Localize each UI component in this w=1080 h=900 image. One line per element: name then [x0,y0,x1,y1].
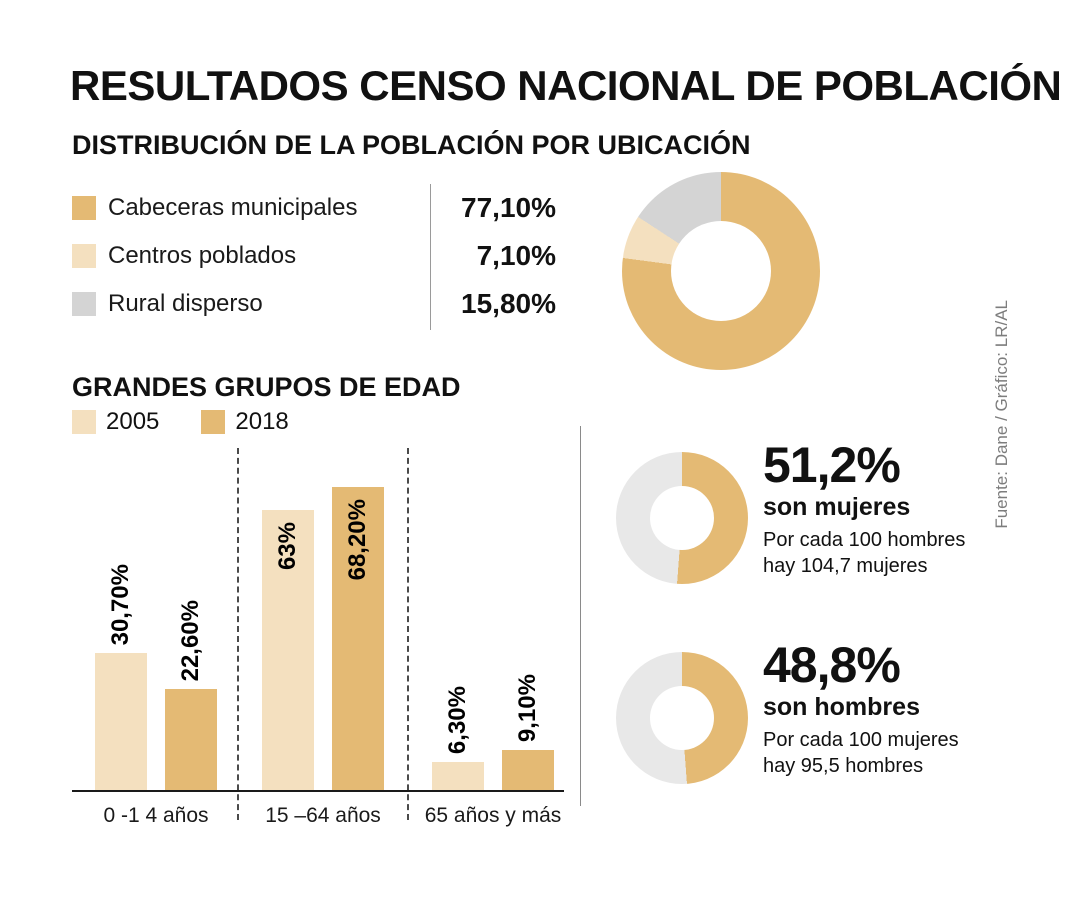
legend-swatch-rural [72,292,96,316]
legend-label: Cabeceras municipales [108,194,358,221]
bar-value-label: 6,30% [444,685,471,754]
hombres-desc-line2: hay 95,5 hombres [763,755,924,777]
legend-value: 77,10% [461,192,556,223]
mujeres-subtitle: son mujeres [763,493,911,521]
location-donut-chart [622,172,820,370]
bar-value-label: 68,20% [344,499,371,581]
bar-value-label: 9,10% [514,673,541,742]
legend-label: Centros poblados [108,242,297,269]
hombres-desc-line1: Por cada 100 mujeres [763,729,959,751]
legend-label: Rural disperso [108,290,263,317]
source-credit: Fuente: Dane / Gráfico: LR/AL [992,300,1011,529]
legend-item-rural: Rural disperso 15,80% [72,280,556,328]
bar-2005: 6,30% [432,686,484,790]
legend-item-cabeceras: Cabeceras municipales 77,10% [72,184,556,232]
legend-item-2018: 2018 [201,408,289,436]
bar-group-2: 63% 68,20% 15 –64 años [262,487,384,827]
bar-2018: 9,10% [502,674,554,790]
legend-swatch-centros [72,244,96,268]
legend-swatch-2005 [72,410,96,434]
legend-value: 7,10% [476,240,556,271]
hombres-percentage: 48,8% [763,637,901,693]
mujeres-text-block: 51,2% son mujeres Por cada 100 hombres h… [763,440,993,579]
section-title-ubicacion: DISTRIBUCIÓN DE LA POBLACIÓN POR UBICACI… [72,130,751,160]
legend-label: 2005 [106,408,160,435]
mujeres-desc-line2: hay 104,7 mujeres [763,555,928,577]
bar-2018: 68,20% [332,487,384,790]
donut-hole [650,686,714,750]
bar-group-3: 6,30% 9,10% 65 años y más [425,674,562,827]
legend-item-centros: Centros poblados 7,10% [72,232,556,280]
hombres-subtitle: son hombres [763,693,920,721]
bar-value-label: 63% [274,522,301,571]
mujeres-donut-chart [616,452,748,584]
mujeres-percentage: 51,2% [763,437,901,493]
donut-hole [671,221,771,321]
age-legend: 2005 2018 [72,408,289,436]
bar-value-label: 30,70% [107,563,134,645]
bar-2018: 22,60% [165,600,217,790]
hombres-description: Por cada 100 mujeres hay 95,5 hombres [763,727,993,779]
bar-category-label: 0 -1 4 años [103,804,209,827]
mujeres-description: Por cada 100 hombres hay 104,7 mujeres [763,527,993,579]
bar-group-1: 30,70% 22,60% 0 -1 4 años [95,564,217,827]
location-legend: Cabeceras municipales 77,10% Centros pob… [72,184,556,328]
page-title: RESULTADOS CENSO NACIONAL DE POBLACIÓN [70,62,1062,109]
legend-divider [430,184,431,330]
section-title-edad: GRANDES GRUPOS DE EDAD [72,372,461,402]
legend-item-2005: 2005 [72,408,159,436]
dashed-separator [237,448,239,820]
legend-label: 2018 [235,408,289,435]
vertical-divider [580,426,581,806]
mujeres-desc-line1: Por cada 100 hombres [763,529,966,551]
legend-value: 15,80% [461,288,556,319]
bar-category-label: 15 –64 años [265,804,381,827]
hombres-text-block: 48,8% son hombres Por cada 100 mujeres h… [763,640,993,779]
legend-swatch-cabeceras [72,196,96,220]
bar-2005: 63% [262,510,314,790]
x-axis-baseline [72,790,564,792]
age-bar-chart: 30,70% 22,60% 0 -1 4 años 63% 68,20% 15 –64 a… [72,448,577,827]
donut-hole [650,486,714,550]
hombres-donut-chart [616,652,748,784]
bar-2005: 30,70% [95,564,147,790]
legend-swatch-2018 [201,410,226,434]
bar-category-label: 65 años y más [424,804,562,827]
dashed-separator [407,448,409,820]
bar-value-label: 22,60% [177,599,204,681]
